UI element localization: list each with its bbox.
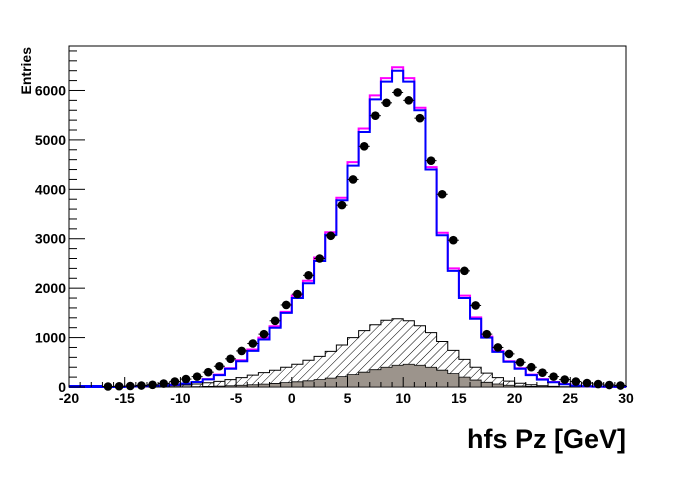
y-tick-label: 1000 [35, 330, 66, 346]
data-point [504, 349, 514, 359]
data-point [192, 372, 202, 381]
axes-layer: -20 -15 -10 -5 0 5 10 15 20 25 30 0 1000 2000 3000 4000… [35, 50, 634, 406]
data-point [148, 380, 157, 390]
data-point [203, 367, 213, 377]
data-point [270, 316, 280, 326]
data-point [326, 231, 336, 241]
data-point [426, 156, 436, 165]
x-tick-label: 5 [344, 390, 352, 406]
y-axis-title: Entries [18, 47, 34, 95]
plot-frame [68, 45, 627, 388]
x-tick-label: 25 [563, 390, 579, 406]
data-point [382, 98, 391, 108]
y-tick-label: 2000 [35, 280, 66, 296]
x-tick-label: -10 [170, 390, 190, 406]
data-point [393, 88, 402, 97]
data-point [415, 113, 425, 123]
x-tick-label: 20 [507, 390, 523, 406]
data-point [593, 379, 603, 389]
data-point [237, 346, 246, 356]
data-point [515, 357, 525, 367]
data-point [571, 377, 581, 386]
data-point [404, 96, 414, 105]
y-tick-label: 3000 [35, 231, 66, 247]
x-tick-label: -5 [230, 390, 243, 406]
data-point [437, 189, 447, 199]
data-points-layer [102, 88, 626, 391]
data-point [449, 235, 458, 245]
y-tick-label: 0 [58, 379, 66, 395]
x-tick-label: 0 [288, 390, 296, 406]
data-point [170, 377, 180, 386]
data-point [348, 175, 358, 184]
data-point [471, 301, 480, 310]
data-point [582, 378, 592, 388]
data-point [493, 343, 503, 352]
filled-background-layer [69, 363, 626, 388]
data-point [304, 271, 313, 280]
data-point [527, 362, 536, 372]
x-tick-label: -15 [115, 390, 135, 406]
data-point [248, 339, 258, 348]
data-point [259, 329, 269, 339]
data-point [181, 374, 191, 384]
data-point [293, 289, 302, 299]
data-point [604, 380, 614, 390]
x-axis-title: hfs Pz [GeV] [467, 424, 626, 454]
hatched-background-area [69, 318, 626, 387]
x-tick-label: 30 [618, 390, 634, 406]
data-point [482, 329, 492, 339]
data-point [549, 372, 558, 381]
data-point [103, 382, 113, 391]
data-point [125, 381, 135, 391]
data-point [538, 368, 547, 377]
data-point [337, 200, 347, 210]
data-point [114, 381, 124, 391]
x-tick-label: 15 [451, 390, 467, 406]
data-point [215, 361, 224, 371]
x-tick-label: -20 [59, 390, 79, 406]
data-point [560, 375, 570, 384]
y-tick-label: 5000 [35, 132, 66, 148]
filled-background-area [69, 363, 626, 388]
data-point [371, 111, 380, 120]
data-point [359, 142, 369, 151]
y-tick-label: 4000 [35, 181, 66, 197]
data-point [460, 266, 469, 276]
data-point [616, 381, 625, 390]
x-tick-label: 10 [395, 390, 411, 406]
data-point [159, 379, 168, 388]
data-point [137, 381, 146, 390]
y-tick-label: 6000 [35, 82, 66, 98]
data-point [315, 254, 324, 263]
data-point [281, 300, 291, 310]
data-point [226, 354, 235, 364]
